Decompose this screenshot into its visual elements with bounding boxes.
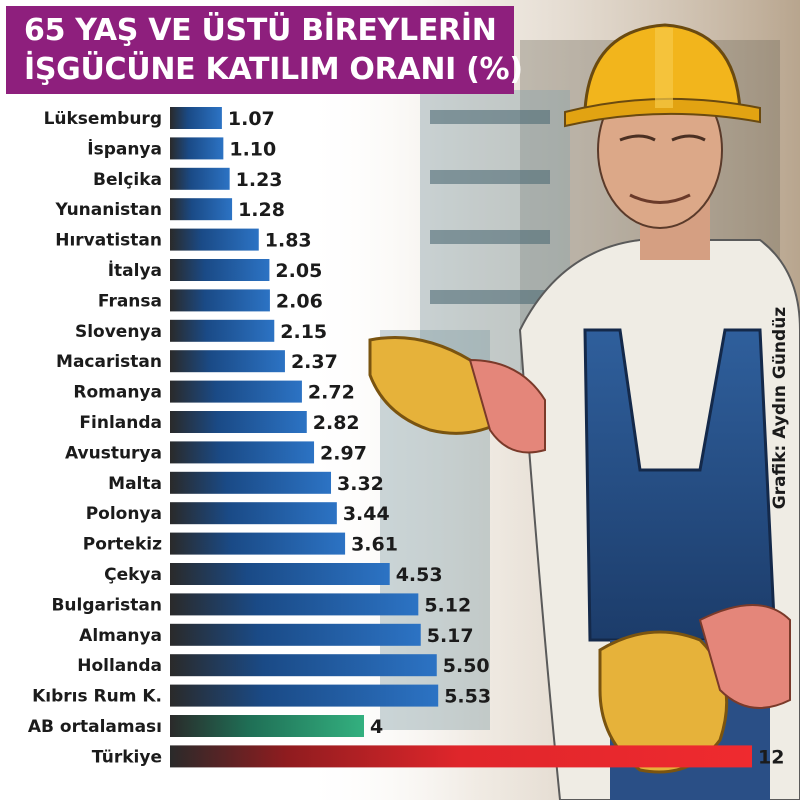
category-label: Almanya <box>79 626 162 646</box>
bar <box>170 319 275 342</box>
value-label: 3.44 <box>343 503 390 525</box>
value-label: 5.12 <box>424 594 471 616</box>
category-label: AB ortalaması <box>28 717 162 737</box>
bar <box>170 259 270 281</box>
bar <box>170 684 439 707</box>
bar <box>170 654 437 677</box>
bar <box>170 623 421 646</box>
category-label: Avusturya <box>65 443 162 463</box>
value-label: 5.53 <box>444 686 491 708</box>
category-label: Romanya <box>73 383 162 403</box>
category-label: Türkiye <box>92 747 162 767</box>
value-label: 1.83 <box>265 230 312 252</box>
bar <box>170 289 270 312</box>
bar <box>170 593 419 616</box>
value-label: 2.15 <box>280 321 327 343</box>
value-label: 1.07 <box>228 108 275 130</box>
value-label: 2.97 <box>320 442 367 464</box>
category-label: Polonya <box>86 504 162 524</box>
value-label: 2.37 <box>291 351 338 373</box>
bar <box>170 380 302 403</box>
category-label: Fransa <box>98 291 162 311</box>
category-label: Slovenya <box>75 322 162 342</box>
bar <box>170 198 233 221</box>
value-label: 12 <box>758 746 784 768</box>
bar <box>170 563 390 585</box>
category-label: Hollanda <box>77 656 162 676</box>
value-label: 1.10 <box>229 138 276 160</box>
value-label: 1.28 <box>238 199 285 221</box>
value-label: 4.53 <box>396 564 443 586</box>
value-label: 5.17 <box>427 625 474 647</box>
bar <box>170 228 259 251</box>
chart-title: 65 YAŞ VE ÜSTÜ BİREYLERİN İŞGÜCÜNE KATIL… <box>6 6 523 94</box>
title-line-2: İŞGÜCÜNE KATILIM ORANI (%) <box>24 52 523 87</box>
value-label: 3.61 <box>351 534 398 556</box>
bars-group: Lüksemburg 1.07 İspanya 1.10 Belçika 1.23 Yuna… <box>28 107 784 768</box>
category-label: İtalya <box>108 259 162 281</box>
bar <box>170 715 364 737</box>
value-label: 2.06 <box>276 290 323 312</box>
category-label: Kıbrıs Rum K. <box>32 687 162 707</box>
value-label: 3.32 <box>337 473 384 495</box>
value-label: 2.72 <box>308 382 355 404</box>
category-label: Hırvatistan <box>55 231 162 251</box>
category-label: Portekiz <box>83 535 162 555</box>
category-label: Finlanda <box>79 413 162 433</box>
bar <box>170 471 332 494</box>
category-label: Çekya <box>104 565 162 585</box>
category-label: Malta <box>108 474 162 494</box>
bar <box>170 745 752 768</box>
value-label: 1.23 <box>236 169 283 191</box>
bar <box>170 167 230 190</box>
value-label: 5.50 <box>443 655 490 677</box>
bar <box>170 441 315 464</box>
bar <box>170 137 224 160</box>
bar <box>170 411 307 433</box>
category-label: Macaristan <box>56 352 162 372</box>
category-label: Yunanistan <box>55 200 163 220</box>
value-label: 4 <box>370 716 383 738</box>
title-line-1: 65 YAŞ VE ÜSTÜ BİREYLERİN <box>24 13 497 48</box>
bar <box>170 350 285 373</box>
bar <box>170 502 337 525</box>
value-label: 2.82 <box>313 412 360 434</box>
category-label: Bulgaristan <box>51 595 162 615</box>
bar <box>170 532 346 555</box>
category-label: İspanya <box>87 137 162 159</box>
category-label: Lüksemburg <box>44 109 162 129</box>
bar <box>170 107 222 129</box>
category-label: Belçika <box>93 170 162 190</box>
value-label: 2.05 <box>275 260 322 282</box>
